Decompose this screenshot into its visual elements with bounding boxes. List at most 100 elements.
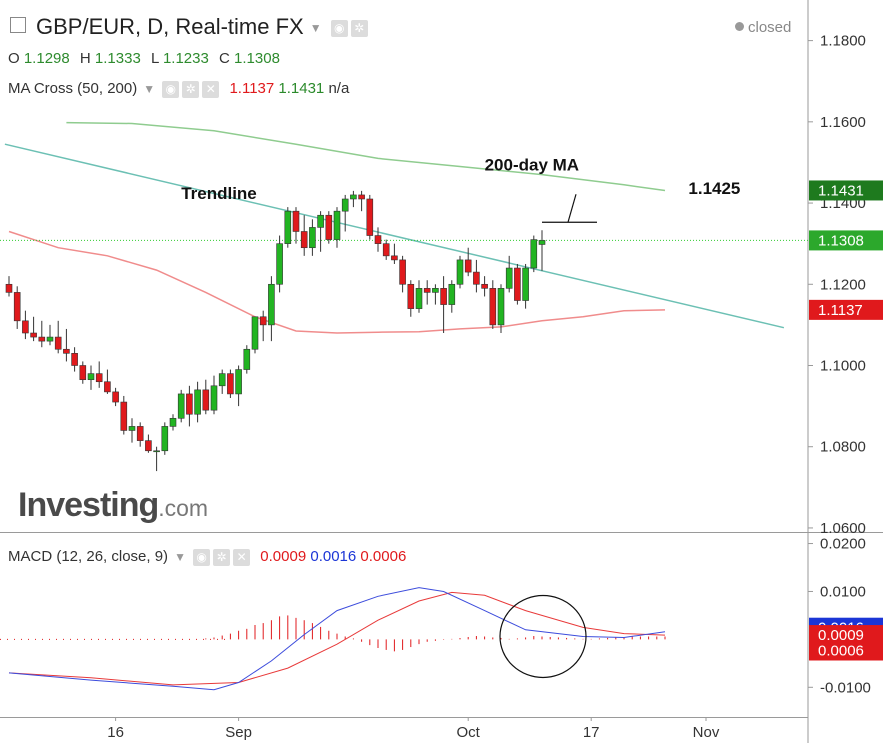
ma-cross-label: MA Cross (50, 200) (8, 80, 138, 97)
y-tick-label: 1.0800 (820, 439, 866, 456)
y-tick-label: 1.0600 (820, 520, 866, 537)
candle-body (136, 426, 144, 441)
chevron-down-icon[interactable]: ▼ (309, 21, 322, 36)
candle-body (284, 210, 292, 244)
market-status: closed (735, 19, 791, 36)
price-axis-label: 1.1137 (818, 302, 863, 319)
ma200-value: 1.1431 (278, 80, 325, 97)
gear-icon[interactable]: ✲ (182, 80, 200, 98)
candle-body (489, 288, 497, 326)
candle-body (505, 267, 513, 289)
candle-body (350, 194, 357, 200)
macd-y-tick-label: 0.0100 (820, 583, 866, 600)
macd-y-tick-label: -0.0100 (820, 679, 871, 696)
highlight-circle (499, 594, 587, 679)
chevron-down-icon[interactable]: ▼ (174, 550, 186, 565)
candle-body (153, 450, 160, 453)
price-axis-label-bg (809, 180, 883, 201)
ma50-value: 1.1137 (229, 80, 275, 97)
candle-body (145, 440, 152, 452)
macd-axis-label-bg (809, 625, 883, 646)
eye-icon[interactable]: ◉ (162, 80, 180, 98)
macd-legend[interactable]: MACD (12, 26, close, 9) ▼ ◉ ✲ ✕ 0.0009 0.00… (8, 548, 406, 566)
high-label: H (79, 50, 91, 67)
candle-body (13, 292, 21, 322)
logo-brand: Investing (18, 486, 159, 524)
candle-body (473, 271, 480, 285)
candle-body (194, 389, 201, 415)
eye-icon[interactable]: ◉ (193, 548, 211, 566)
candle-body (161, 426, 169, 452)
gear-icon[interactable]: ✲ (350, 19, 368, 37)
collapse-icon[interactable] (10, 17, 26, 33)
candle-body (104, 381, 111, 393)
candle-body (514, 267, 521, 301)
low-label: L (150, 50, 159, 67)
candle-body (300, 231, 308, 249)
candle-body (382, 243, 390, 257)
candle-body (481, 283, 488, 289)
candle-body (186, 393, 193, 415)
candle-body (432, 288, 439, 293)
annotation-pointer-line (567, 194, 577, 223)
macd-line-value: 0.0016 (310, 548, 357, 565)
x-tick-label: Nov (693, 724, 720, 741)
x-tick-label: 16 (107, 724, 124, 741)
candle-body (30, 332, 37, 338)
close-icon[interactable]: ✕ (233, 548, 251, 566)
eye-icon[interactable]: ◉ (330, 19, 348, 37)
candle-body (71, 353, 78, 366)
candle-body (38, 336, 46, 342)
annotation-high-value: 1.1425 (688, 179, 740, 198)
macd-hist-value: 0.0009 (260, 548, 307, 565)
gear-icon[interactable]: ✲ (213, 548, 231, 566)
investing-logo: Investing.com (18, 486, 208, 525)
price-axis-label: 1.1431 (818, 182, 864, 199)
macd-layer (0, 587, 666, 691)
price-axis-label: 1.1308 (818, 232, 864, 249)
macd-line (8, 587, 666, 691)
candle-body (333, 210, 341, 240)
chart-title-row[interactable]: GBP/EUR, D, Real-time FX ▼ ◉ ✲ (10, 14, 368, 40)
candle-body (538, 240, 546, 245)
candle-body (456, 259, 464, 285)
logo-suffix: .com (158, 495, 209, 521)
candle-body (112, 391, 119, 403)
ma200-line (66, 121, 666, 192)
macd-axis-label: 0.0009 (818, 627, 864, 644)
low-value: 1.1233 (162, 50, 209, 67)
candle-body (497, 288, 505, 326)
candle-body (227, 373, 234, 395)
macd-label: MACD (12, 26, close, 9) (8, 548, 169, 565)
candle-body (87, 373, 95, 381)
candle-body (259, 316, 267, 326)
candle-body (391, 255, 398, 261)
ma-cross-legend[interactable]: MA Cross (50, 200) ▼ ◉ ✲ ✕ 1.1137 1.1431 n/… (8, 80, 349, 98)
candle-body (54, 336, 62, 350)
x-tick-label: Sep (225, 724, 252, 741)
chevron-down-icon[interactable]: ▼ (143, 82, 156, 97)
candle-body (276, 243, 283, 285)
candle-body (251, 316, 259, 350)
ma-cross-value: n/a (328, 80, 350, 97)
open-value: 1.1298 (23, 50, 70, 67)
candle-body (440, 288, 447, 305)
close-icon[interactable]: ✕ (202, 80, 220, 98)
candle-body (268, 283, 275, 326)
status-dot-icon (735, 22, 744, 31)
y-tick-label: 1.1600 (820, 114, 866, 131)
ohlc-legend: O 1.1298 H 1.1333 L 1.1233 C 1.1308 (8, 50, 286, 67)
candle-body (407, 283, 415, 309)
symbol-title: GBP/EUR, D, Real-time FX (36, 14, 304, 39)
candle-body (218, 373, 226, 387)
candle-body (120, 401, 128, 431)
candle-body (128, 426, 136, 431)
y-tick-label: 1.1200 (820, 276, 866, 293)
high-value: 1.1333 (94, 50, 141, 67)
candle-body (210, 385, 218, 411)
candle-body (415, 288, 423, 309)
candle-body (292, 210, 300, 232)
annotation-trendline: Trendline (181, 184, 257, 203)
